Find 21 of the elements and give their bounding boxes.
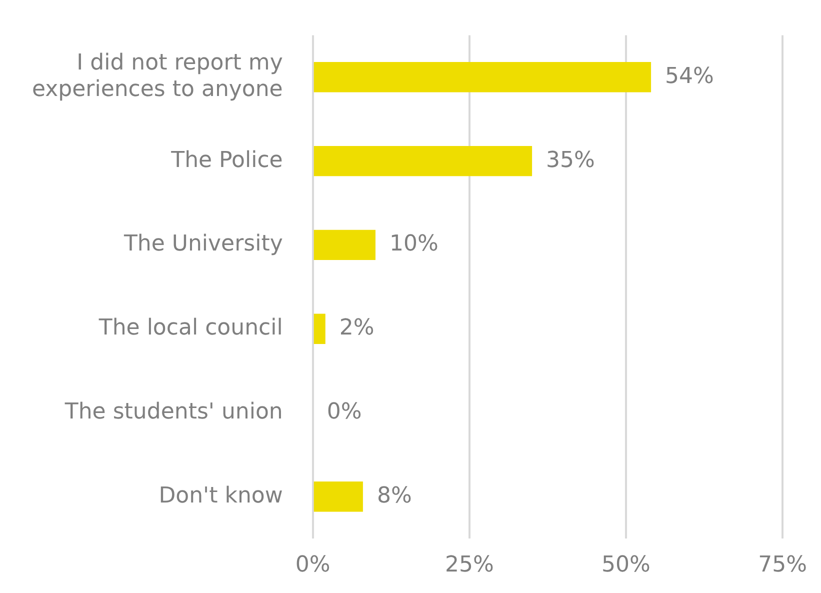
data-label: 8% — [376, 483, 412, 508]
bar — [314, 230, 376, 260]
x-tick-label: 50% — [602, 552, 650, 578]
y-tick-label: The Police — [170, 148, 283, 173]
data-label: 2% — [339, 316, 374, 341]
y-tick-label: The local council — [98, 316, 283, 341]
data-label: 54% — [665, 64, 714, 89]
data-label: 35% — [546, 148, 595, 173]
bar — [314, 314, 326, 344]
y-tick-label: Don't know — [158, 483, 283, 508]
bar — [314, 62, 652, 92]
y-tick-label: The students' union — [64, 399, 283, 424]
x-tick-label: 0% — [295, 552, 330, 578]
bar — [314, 146, 532, 176]
bar — [314, 482, 363, 512]
x-tick-label: 25% — [444, 552, 494, 578]
y-tick-label: The University — [122, 232, 283, 257]
data-label: 10% — [389, 232, 438, 257]
x-tick-label: 75% — [758, 552, 808, 578]
data-label: 0% — [326, 399, 362, 424]
y-tick-label: I did not report my experiences to anyone — [32, 50, 283, 102]
